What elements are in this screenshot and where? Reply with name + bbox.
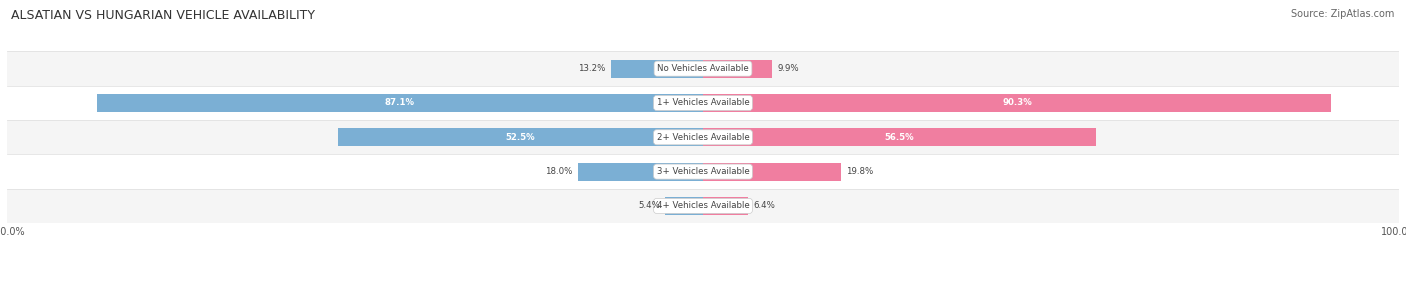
Bar (578, 163, 703, 180)
Bar (703, 94, 1331, 112)
Bar (7, 86, 1399, 120)
Text: 4+ Vehicles Available: 4+ Vehicles Available (657, 201, 749, 210)
Text: 5.4%: 5.4% (638, 201, 659, 210)
Text: 1+ Vehicles Available: 1+ Vehicles Available (657, 98, 749, 108)
Text: 19.8%: 19.8% (846, 167, 873, 176)
Bar (7, 120, 1399, 154)
Bar (665, 197, 703, 215)
Text: 18.0%: 18.0% (544, 167, 572, 176)
Text: 2+ Vehicles Available: 2+ Vehicles Available (657, 133, 749, 142)
Bar (7, 51, 1399, 86)
Text: 9.9%: 9.9% (778, 64, 799, 73)
Bar (337, 128, 703, 146)
Text: 3+ Vehicles Available: 3+ Vehicles Available (657, 167, 749, 176)
Text: No Vehicles Available: No Vehicles Available (657, 64, 749, 73)
Bar (97, 94, 703, 112)
Text: Source: ZipAtlas.com: Source: ZipAtlas.com (1291, 9, 1395, 19)
Bar (612, 60, 703, 78)
Text: 52.5%: 52.5% (506, 133, 536, 142)
Bar (703, 163, 841, 180)
Text: 90.3%: 90.3% (1002, 98, 1032, 108)
Bar (703, 60, 772, 78)
Text: ALSATIAN VS HUNGARIAN VEHICLE AVAILABILITY: ALSATIAN VS HUNGARIAN VEHICLE AVAILABILI… (11, 9, 315, 21)
Bar (703, 128, 1097, 146)
Bar (703, 197, 748, 215)
Text: 13.2%: 13.2% (578, 64, 606, 73)
Text: 56.5%: 56.5% (884, 133, 914, 142)
Bar (7, 189, 1399, 223)
Text: 87.1%: 87.1% (385, 98, 415, 108)
Text: 6.4%: 6.4% (754, 201, 775, 210)
Bar (7, 154, 1399, 189)
